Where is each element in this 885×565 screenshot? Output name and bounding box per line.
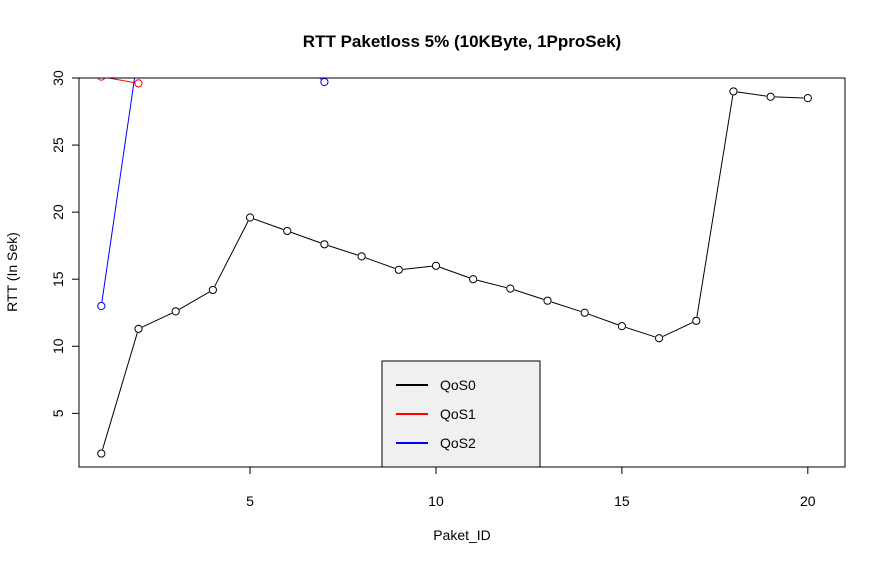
series-qos0-point [431,261,441,270]
y-tick-label: 20 [50,204,66,220]
series-qos2-point [97,301,106,311]
series-qos0-segment [477,279,507,289]
series-qos0-point [617,322,626,331]
series-qos1-point [134,79,143,88]
series-qos0-segment [142,312,173,328]
y-tick-label: 10 [50,338,66,354]
series-qos0-segment [625,326,656,338]
series-qos2-segment [101,78,136,302]
chart-title: RTT Paketloss 5% (10KByte, 1PproSek) [303,32,621,51]
series-qos0-segment [774,96,804,99]
series-qos0-point [580,308,589,317]
series-qos0-segment [439,266,470,279]
series-qos0-point [692,316,701,325]
series-qos1-point [97,78,106,81]
series-qos0-segment [328,245,358,256]
series-qos0-segment [102,332,138,450]
plot-layer: 5 10 15 20 5 10 15 20 25 30 QoS0 QoS1 QoS2 [50,48,846,509]
series-qos0-point [283,226,292,236]
series-qos0-segment [365,257,396,269]
series-qos0-point [134,324,143,333]
series-qos0-point [543,296,552,305]
series-qos0-point [171,307,180,316]
legend-label-qos0: QoS0 [440,377,476,393]
x-tick-label: 5 [246,493,254,509]
y-tick-label: 30 [50,70,66,86]
legend: QoS0 QoS1 QoS2 [381,360,541,468]
series-qos0-point [469,275,478,284]
series-qos0-segment [291,231,321,244]
series-group [97,48,812,458]
series-qos0-point [97,449,106,458]
series-qos0-segment [402,265,432,270]
y-axis-label: RTT (In Sek) [4,232,20,312]
series-qos2-point [320,78,329,87]
series-qos0-point [766,92,775,101]
x-axis-label: Paket_ID [433,527,491,543]
y-tick-label: 25 [50,137,66,153]
series-qos0-point [320,240,329,249]
legend-label-qos2: QoS2 [440,435,476,451]
series-qos2-point [135,48,142,55]
series-qos0-segment [179,291,210,310]
y-tick-label: 15 [50,271,66,287]
y-tick-label: 5 [50,409,66,417]
series-qos0-segment [696,95,734,317]
series-qos0-point [506,284,515,293]
series-qos0-point [357,252,366,261]
series-qos0-segment [214,221,249,287]
series-qos0-point [803,94,812,103]
series-qos0-point [729,87,738,96]
x-tick-label: 15 [614,493,630,509]
series-qos2-point [284,48,291,55]
x-tick-label: 10 [428,493,444,509]
series-qos0-point [208,285,217,295]
series-qos2-segment [318,78,322,80]
series-qos0-segment [737,91,767,97]
series-qos0-point [394,265,403,274]
series-qos0-segment [551,301,581,312]
series-qos0-segment [588,313,619,326]
series-qos0-point [654,334,664,343]
series-qos0-segment [253,218,284,230]
series-qos0-point [245,213,255,222]
series-qos0-segment [514,289,544,300]
legend-label-qos1: QoS1 [440,406,476,422]
x-tick-label: 20 [800,493,816,509]
series-qos0-segment [662,322,693,337]
